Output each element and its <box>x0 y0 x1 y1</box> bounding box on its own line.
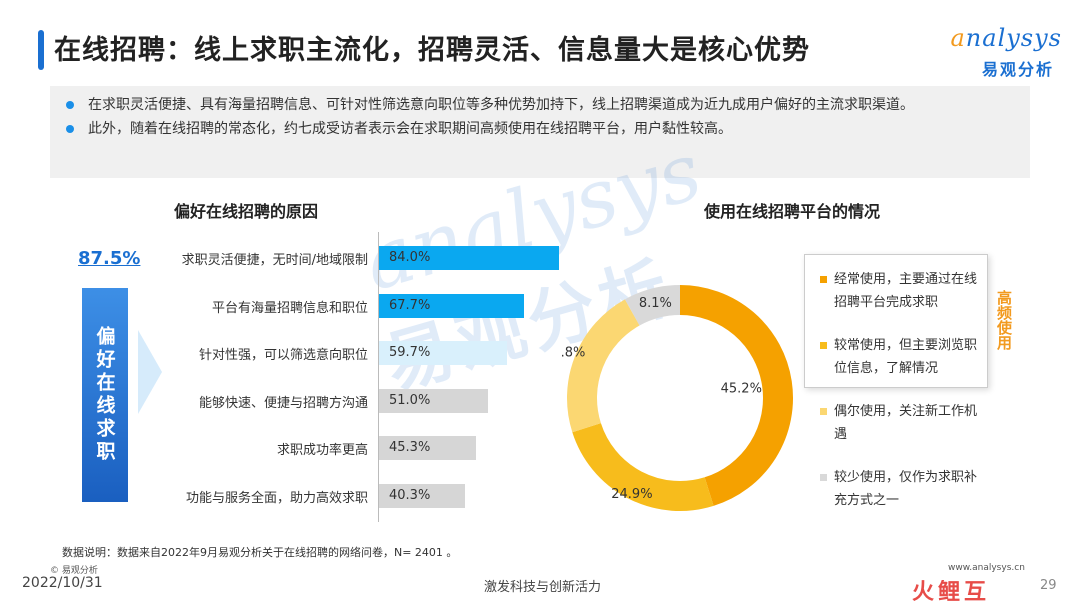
footer-brand: © 易观分析 <box>50 566 98 576</box>
bar-value-label: 59.7% <box>389 345 431 360</box>
bar <box>379 341 507 365</box>
bar <box>379 246 559 270</box>
bar <box>379 388 489 413</box>
data-note: 数据说明：数据来自2022年9月易观分析关于在线招聘的网络问卷，N= 2401 … <box>62 546 458 559</box>
bar-row: 求职成功率更高 45.3% <box>150 436 550 460</box>
bar-row: 功能与服务全面，助力高效求职 40.3% <box>150 483 550 508</box>
page-title: 在线招聘：线上求职主流化，招聘灵活、信息量大是核心优势 <box>54 35 810 66</box>
donut-value-label: 21.8% <box>560 345 585 360</box>
bar-value-label: 45.3% <box>389 440 431 455</box>
bar-row: 针对性强，可以筛选意向职位 59.7% <box>150 341 550 365</box>
footer-url: www.analysys.cn <box>948 563 1025 573</box>
footer-slogan: 激发科技与创新活力 <box>484 580 602 595</box>
bar-value-label: 67.7% <box>389 297 431 313</box>
bar-category-label: 求职成功率更高 <box>276 443 368 458</box>
summary-point: 在求职灵活便捷、具有海量招聘信息、可针对性筛选意向职位等多种优势加持下，线上招聘… <box>66 94 1004 116</box>
legend-label: 经常使用，主要通过在线招聘平台完成求职 <box>834 272 978 310</box>
donut-slice <box>567 299 640 433</box>
page-number: 29 <box>1040 578 1057 593</box>
donut-slice <box>572 422 714 511</box>
legend-label: 较少使用，仅作为求职补充方式之一 <box>834 470 978 508</box>
preference-label-box: 偏好在线求职 <box>82 288 128 502</box>
reasons-bar-chart: 求职灵活便捷，无时间/地域限制 84.0% 平台有海量招聘信息和职位 67.7% 针对性… <box>150 232 559 524</box>
logo-chinese: 易观分析 <box>981 60 1054 79</box>
bar-category-label: 针对性强，可以筛选意向职位 <box>198 348 368 363</box>
logo-english: analysys <box>950 24 1062 52</box>
logo-letter: a <box>950 24 966 52</box>
arrow-icon <box>138 330 162 414</box>
right-chart-title: 使用在线招聘平台的情况 <box>704 202 881 221</box>
bar-category-label: 平台有海量招聘信息和职位 <box>211 300 368 316</box>
bar-category-label: 求职灵活便捷，无时间/地域限制 <box>181 253 368 268</box>
bar-row: 平台有海量招聘信息和职位 67.7% <box>150 293 550 318</box>
legend-item: 偶尔使用，关注新工作机遇 <box>820 400 986 446</box>
high-frequency-label: 高频使用 <box>995 290 1013 350</box>
bar-value-label: 51.0% <box>389 392 431 408</box>
bar <box>379 293 524 318</box>
bar-category-label: 功能与服务全面，助力高效求职 <box>185 490 368 506</box>
site-watermark: 火鲤互 <box>912 580 991 605</box>
preference-label: 偏好在线求职 <box>93 326 116 464</box>
bar <box>379 436 477 460</box>
donut-slice <box>679 285 793 506</box>
footer-date: 2022/10/31 <box>22 575 103 591</box>
legend-label: 较常使用，但主要浏览职位信息，了解情况 <box>834 338 978 376</box>
left-chart-title: 偏好在线招聘的原因 <box>174 202 319 221</box>
legend-item: 较少使用，仅作为求职补充方式之一 <box>820 466 986 512</box>
bar-category-label: 能够快速、便捷与招聘方沟通 <box>198 395 368 411</box>
donut-slice <box>624 285 681 326</box>
donut-value-label: 24.9% <box>611 487 652 502</box>
legend-item: 经常使用，主要通过在线招聘平台完成求职 <box>820 268 986 314</box>
legend-item: 较常使用，但主要浏览职位信息，了解情况 <box>820 334 986 380</box>
bar-row: 能够快速、便捷与招聘方沟通 51.0% <box>150 388 550 413</box>
bar <box>379 483 466 508</box>
donut-value-label: 45.2% <box>721 382 762 397</box>
analysys-logo: analysys 易观分析 <box>934 24 1062 80</box>
legend-swatch <box>820 474 827 481</box>
summary-point: 此外，随着在线招聘的常态化，约七成受访者表示会在求职期间高频使用在线招聘平台，用… <box>66 118 1004 140</box>
title-accent-bar <box>38 30 44 70</box>
highlight-percentage: 87.5% <box>78 248 141 269</box>
legend-swatch <box>820 408 827 415</box>
legend-label: 偶尔使用，关注新工作机遇 <box>834 404 978 442</box>
donut-svg: 45.2% 24.9% 21.8% 8.1% <box>544 285 793 511</box>
bar-value-label: 40.3% <box>389 487 431 503</box>
bar-value-label: 84.0% <box>389 250 431 265</box>
bar-axis <box>378 232 379 522</box>
bar-row: 求职灵活便捷，无时间/地域限制 84.0% <box>150 246 559 270</box>
donut-value-label: 8.1% <box>639 296 672 311</box>
usage-donut-chart: 45.2% 24.9% 21.8% 8.1% <box>544 278 800 518</box>
legend-swatch <box>820 342 827 349</box>
high-frequency-legend-box <box>804 254 988 388</box>
legend-swatch <box>820 276 827 283</box>
summary-box: 在求职灵活便捷、具有海量招聘信息、可针对性筛选意向职位等多种优势加持下，线上招聘… <box>50 86 1030 178</box>
logo-word: nalysys <box>965 24 1062 52</box>
